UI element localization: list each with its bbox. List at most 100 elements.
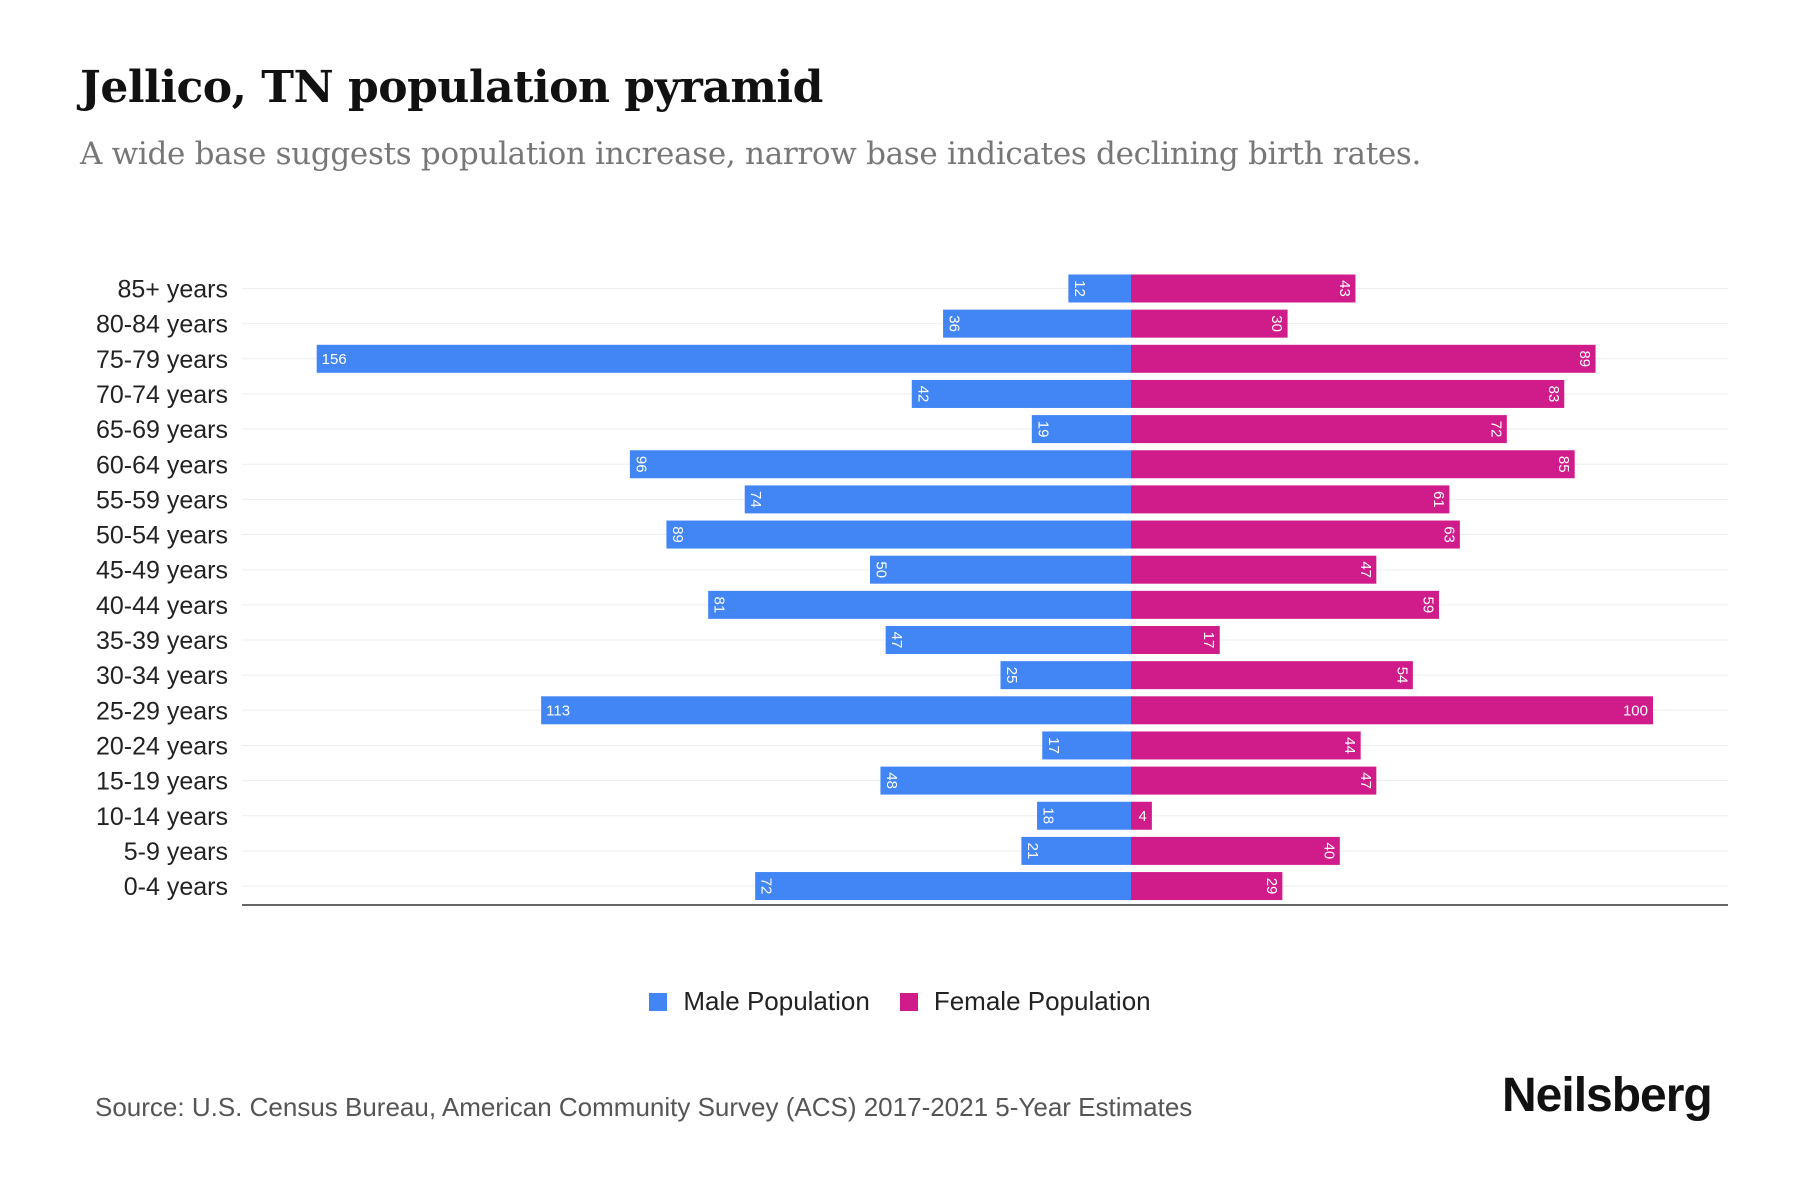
female-value-label: 54 <box>1393 667 1410 684</box>
male-bar <box>870 555 1131 584</box>
legend-item-male: Male Population <box>649 986 870 1017</box>
y-tick-label: 60-64 years <box>96 451 228 479</box>
male-value-label: 81 <box>711 597 728 614</box>
female-bar <box>1131 661 1413 690</box>
y-tick-label: 40-44 years <box>96 592 228 620</box>
legend-swatch-male <box>649 992 668 1011</box>
male-bar <box>316 344 1131 373</box>
male-value-label: 47 <box>888 632 905 649</box>
y-tick-label: 70-74 years <box>96 381 228 409</box>
y-tick-label: 55-59 years <box>96 486 228 514</box>
female-value-label: 29 <box>1263 878 1280 895</box>
male-bar <box>1037 801 1131 830</box>
female-value-label: 17 <box>1200 632 1217 649</box>
male-value-label: 113 <box>546 702 570 719</box>
y-tick-label: 75-79 years <box>96 346 228 374</box>
female-value-label: 59 <box>1419 597 1436 614</box>
male-value-label: 74 <box>747 491 764 508</box>
female-bar <box>1131 520 1460 549</box>
y-tick-label: 25-29 years <box>96 697 228 725</box>
male-bar <box>755 872 1131 901</box>
female-bar <box>1131 555 1377 584</box>
female-bar <box>1131 696 1653 725</box>
male-bar <box>911 379 1131 408</box>
female-value-label: 47 <box>1357 561 1374 578</box>
female-value-label: 40 <box>1320 843 1337 860</box>
female-value-label: 83 <box>1545 386 1562 403</box>
female-bar <box>1131 626 1220 654</box>
male-bar <box>1068 274 1131 303</box>
source-note: Source: U.S. Census Bureau, American Com… <box>95 1092 1193 1122</box>
legend: Male Population Female Population <box>0 986 1800 1017</box>
male-value-label: 19 <box>1034 421 1051 438</box>
female-bar <box>1131 415 1507 444</box>
female-value-label: 30 <box>1268 315 1285 332</box>
y-tick-label: 85+ years <box>118 276 229 304</box>
male-value-label: 72 <box>758 878 775 895</box>
male-value-label: 12 <box>1071 280 1088 297</box>
male-bar <box>885 626 1131 654</box>
y-tick-label: 35-39 years <box>96 627 228 655</box>
male-value-label: 17 <box>1045 737 1062 754</box>
male-value-label: 36 <box>946 315 963 332</box>
y-tick-label: 20-24 years <box>96 732 228 760</box>
y-tick-label: 5-9 years <box>124 838 228 866</box>
female-value-label: 44 <box>1341 737 1358 754</box>
female-bar <box>1131 801 1152 830</box>
female-bar <box>1131 309 1288 338</box>
y-tick-label: 65-69 years <box>96 416 228 444</box>
male-bar <box>666 520 1131 549</box>
y-tick-label: 0-4 years <box>124 873 228 901</box>
y-tick-label: 15-19 years <box>96 768 228 796</box>
female-value-label: 43 <box>1336 280 1353 297</box>
y-tick-label: 50-54 years <box>96 522 228 550</box>
neilsberg-logo: Neilsberg <box>1502 1069 1713 1122</box>
legend-label-male: Male Population <box>683 986 870 1016</box>
female-bar <box>1131 731 1361 760</box>
male-bar <box>744 485 1131 514</box>
female-value-label: 85 <box>1555 456 1572 473</box>
female-value-label: 61 <box>1430 491 1447 508</box>
legend-item-female: Female Population <box>899 986 1151 1017</box>
male-bar <box>1042 731 1131 760</box>
y-tick-label: 80-84 years <box>96 311 228 339</box>
chart-title: Jellico, TN population pyramid <box>80 62 823 113</box>
male-value-label: 42 <box>914 386 931 403</box>
male-bar <box>1000 661 1131 690</box>
female-value-label: 89 <box>1576 350 1593 367</box>
female-bar <box>1131 450 1575 479</box>
female-value-label: 4 <box>1139 808 1147 825</box>
male-bar <box>629 450 1131 479</box>
male-bar <box>541 696 1131 725</box>
male-bar <box>1031 415 1131 444</box>
male-value-label: 18 <box>1040 807 1057 824</box>
female-bar <box>1131 836 1340 865</box>
legend-swatch-female <box>899 992 918 1011</box>
female-bar <box>1131 379 1565 408</box>
male-value-label: 89 <box>669 526 686 543</box>
male-bar <box>708 590 1131 619</box>
male-value-label: 156 <box>322 351 347 368</box>
female-bar <box>1131 485 1450 514</box>
male-bar <box>1021 836 1131 865</box>
female-value-label: 100 <box>1623 702 1648 719</box>
legend-label-female: Female Population <box>933 986 1151 1016</box>
male-value-label: 21 <box>1024 843 1041 860</box>
male-value-label: 48 <box>883 772 900 789</box>
y-tick-label: 45-49 years <box>96 557 228 585</box>
male-bar <box>880 766 1131 795</box>
female-bar <box>1131 590 1439 619</box>
male-value-label: 50 <box>873 561 890 578</box>
female-bar <box>1131 344 1596 373</box>
chart-subtitle: A wide base suggests population increase… <box>80 136 1422 172</box>
y-tick-label: 30-34 years <box>96 662 228 690</box>
female-value-label: 72 <box>1487 421 1504 438</box>
female-value-label: 63 <box>1440 526 1457 543</box>
male-bar <box>943 309 1131 338</box>
female-bar <box>1131 766 1377 795</box>
male-value-label: 96 <box>632 456 649 473</box>
female-bar <box>1131 872 1283 901</box>
male-value-label: 25 <box>1003 667 1020 684</box>
female-bar <box>1131 274 1356 303</box>
